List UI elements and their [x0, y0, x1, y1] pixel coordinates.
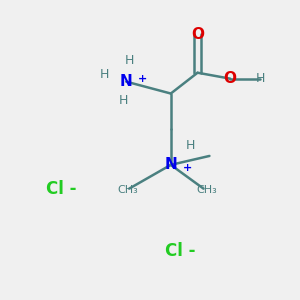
- Text: N: N: [120, 74, 133, 89]
- Text: O: O: [224, 71, 237, 86]
- Text: H: H: [255, 72, 265, 85]
- Text: Cl -: Cl -: [165, 242, 195, 260]
- Text: N: N: [164, 158, 177, 172]
- Text: Cl -: Cl -: [46, 180, 76, 198]
- Text: H: H: [100, 68, 110, 81]
- Text: +: +: [182, 163, 192, 173]
- Text: H: H: [124, 54, 134, 67]
- Text: CH₃: CH₃: [196, 185, 217, 195]
- Text: +: +: [138, 74, 147, 84]
- Text: O: O: [191, 27, 204, 42]
- Text: H: H: [185, 139, 195, 152]
- Text: CH₃: CH₃: [117, 185, 138, 195]
- Text: H: H: [118, 94, 128, 107]
